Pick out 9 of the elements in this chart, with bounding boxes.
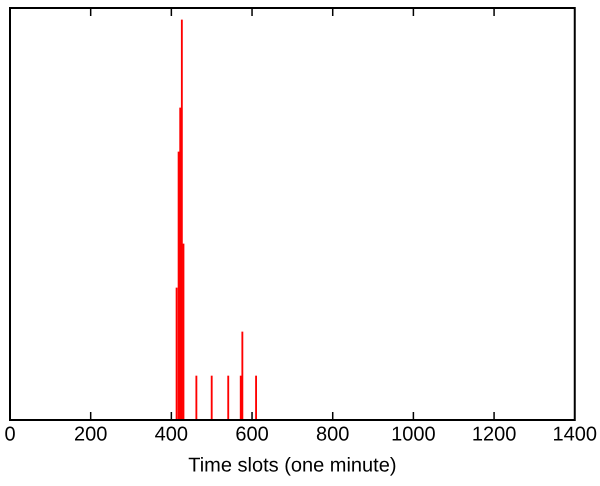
x-tick-label: 0 [4,424,16,446]
x-tick-label: 600 [235,424,269,446]
x-tick-label: 1200 [472,424,516,446]
x-tick-label: 1000 [391,424,436,446]
x-axis-title: Time slots (one minute) [188,454,396,477]
x-tick-label: 800 [316,424,350,446]
x-tick-label: 400 [154,424,188,446]
x-tick-label: 1400 [552,424,598,446]
x-tick-label: 200 [74,424,108,446]
